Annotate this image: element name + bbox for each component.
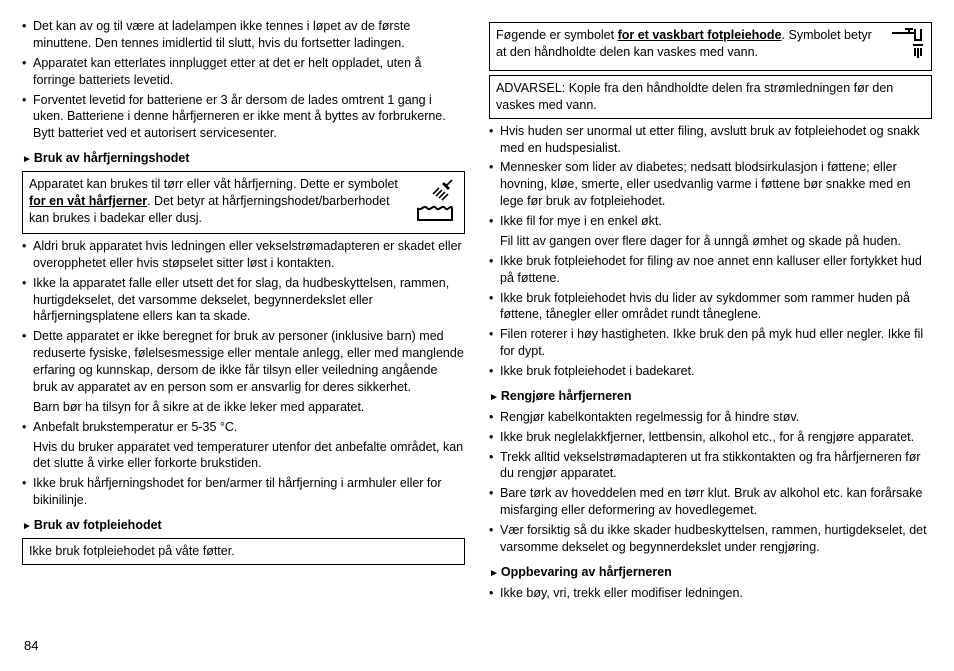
tap-water-icon [891,27,925,66]
bullet-item: Ikke bøy, vri, trekk eller modifiser led… [489,585,932,602]
bullet-item: Ikke bruk fotpleiehodet i badekaret. [489,363,932,380]
bullet-item: Dette apparatet er ikke beregnet for bru… [22,328,465,396]
section-heading-epilation: Bruk av hårfjerningshodet [22,150,465,167]
box-text-pre: Føgende er symbolet [496,28,618,42]
left-column: Det kan av og til være at ladelampen ikk… [22,18,465,661]
section-heading-footcare: Bruk av fotpleiehodet [22,517,465,534]
sec1-bullets: Aldri bruk apparatet hvis ledningen elle… [22,238,465,396]
wet-epilator-box: Apparatet kan brukes til tørr eller våt … [22,171,465,234]
bullet-item: Forventet levetid for batteriene er 3 år… [22,92,465,143]
box-text-pre: Apparatet kan brukes til tørr eller våt … [29,177,398,191]
bullet-item: Aldri bruk apparatet hvis ledningen elle… [22,238,465,272]
shower-icon [412,176,458,229]
page: Det kan av og til være at ladelampen ikk… [0,0,954,671]
page-number: 84 [24,637,38,655]
continuation-text: Fil litt av gangen over flere dager for … [489,233,932,250]
sec4-bullets: Ikke bøy, vri, trekk eller modifiser led… [489,585,932,602]
box-text-bold: for en våt hårfjerner [29,194,147,208]
footcare-warning-box: Ikke bruk fotpleiehodet på våte føtter. [22,538,465,565]
continuation-text: Hvis du bruker apparatet ved temperature… [22,439,465,473]
bullet-item: Ikke bruk fotpleiehodet for filing av no… [489,253,932,287]
bullet-item: Ikke la apparatet falle eller utsett det… [22,275,465,326]
sec1-bullets-c: Ikke bruk hårfjerningshodet for ben/arme… [22,475,465,509]
bullet-item: Mennesker som lider av diabetes; nedsatt… [489,159,932,210]
right-bullets-b: Ikke bruk fotpleiehodet for filing av no… [489,253,932,380]
bullet-item: Vær forsiktig så du ikke skader hudbesky… [489,522,932,556]
section-heading-cleaning: Rengjøre hårfjerneren [489,388,932,405]
bullet-item: Rengjør kabelkontakten regelmessig for å… [489,409,932,426]
bullet-item: Det kan av og til være at ladelampen ikk… [22,18,465,52]
section-heading-storage: Oppbevaring av hårfjerneren [489,564,932,581]
sec1-bullets-b: Anbefalt brukstemperatur er 5-35 °C. [22,419,465,436]
bullet-item: Ikke bruk neglelakkfjerner, lettbensin, … [489,429,932,446]
box-text-bold: for et vaskbart fotpleiehode [618,28,782,42]
bullet-item: Trekk alltid vekselstrømadapteren ut fra… [489,449,932,483]
bullet-item: Filen roterer i høy hastigheten. Ikke br… [489,326,932,360]
bullet-item: Ikke bruk fotpleiehodet hvis du lider av… [489,290,932,324]
washable-footcare-box: Føgende er symbolet for et vaskbart fotp… [489,22,932,71]
bullet-item: Ikke bruk hårfjerningshodet for ben/arme… [22,475,465,509]
left-top-bullets: Det kan av og til være at ladelampen ikk… [22,18,465,142]
bullet-item: Hvis huden ser unormal ut etter filing, … [489,123,932,157]
bullet-item: Anbefalt brukstemperatur er 5-35 °C. [22,419,465,436]
right-column: Føgende er symbolet for et vaskbart fotp… [489,18,932,661]
continuation-text: Barn bør ha tilsyn for å sikre at de ikk… [22,399,465,416]
sec3-bullets: Rengjør kabelkontakten regelmessig for å… [489,409,932,556]
disconnect-warning-box: ADVARSEL: Kople fra den håndholdte delen… [489,75,932,119]
bullet-item: Apparatet kan etterlates innplugget ette… [22,55,465,89]
bullet-item: Bare tørk av hoveddelen med en tørr klut… [489,485,932,519]
bullet-item: Ikke fil for mye i en enkel økt. [489,213,932,230]
right-bullets-a: Hvis huden ser unormal ut etter filing, … [489,123,932,230]
washable-text: Føgende er symbolet for et vaskbart fotp… [496,27,881,61]
wet-epilator-text: Apparatet kan brukes til tørr eller våt … [29,176,402,227]
